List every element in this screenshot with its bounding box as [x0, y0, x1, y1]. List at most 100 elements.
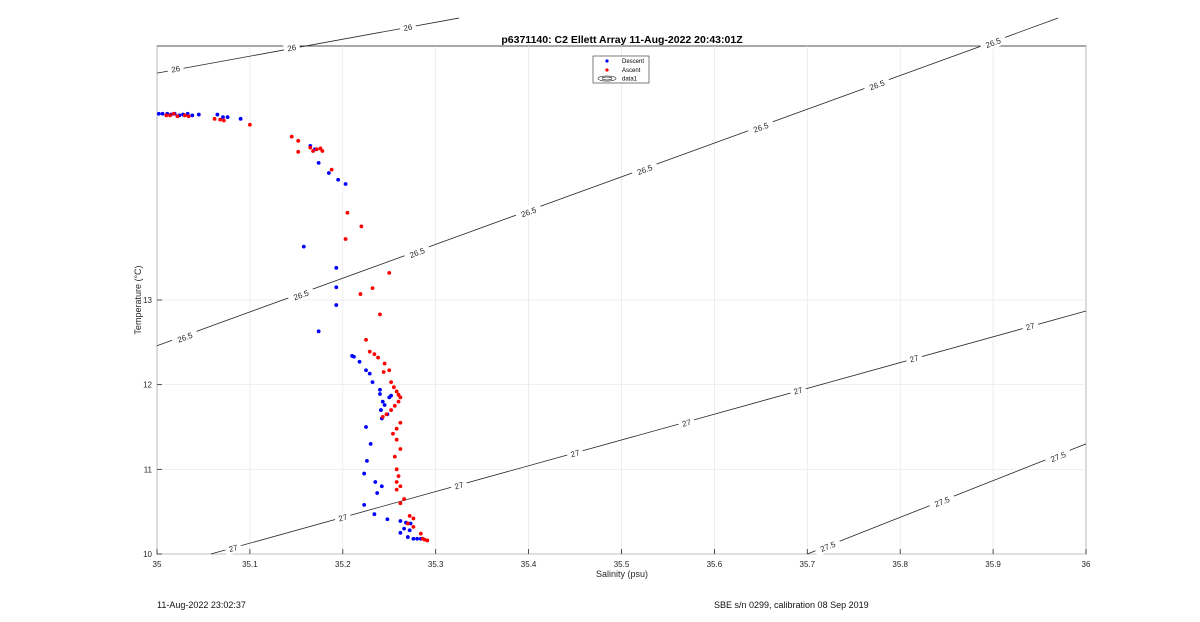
contour-label: 27 [681, 418, 693, 429]
footer-calibration: SBE s/n 0299, calibration 08 Sep 2019 [714, 600, 869, 610]
contour-label-bg [904, 350, 924, 366]
descent-point [301, 244, 306, 249]
contour-label-bg [223, 540, 243, 556]
descent-point [411, 536, 416, 541]
ascent-point [394, 389, 399, 394]
ascent-point [343, 237, 348, 241]
contour-label: 26 [287, 43, 298, 54]
descent-point [407, 528, 412, 533]
contour-label-bg [403, 242, 432, 263]
descent-point [357, 359, 362, 364]
descent-point [368, 442, 373, 446]
x-tick-label: 35.2 [335, 560, 351, 569]
descent-point [405, 535, 410, 539]
ascent-point [186, 114, 191, 119]
descent-point [215, 112, 220, 117]
descent-point [370, 380, 375, 385]
descent-point [378, 392, 382, 396]
ascent-point [168, 113, 172, 118]
descent-point [362, 471, 367, 476]
descent-point [398, 519, 403, 523]
ascent-point [407, 514, 412, 518]
contour-label: 27 [570, 448, 582, 459]
contour-label-bg [166, 62, 185, 76]
ascent-point [398, 484, 403, 489]
contour-label-bg [170, 327, 199, 347]
ascent-point [221, 118, 226, 123]
descent-point [379, 484, 384, 489]
ascent-point [380, 414, 385, 419]
contour-label: 27 [1025, 321, 1037, 332]
descent-point [382, 403, 387, 407]
ascent-point [378, 312, 382, 317]
descent-point [196, 112, 201, 117]
ascent-point [367, 349, 372, 354]
descent-point [221, 115, 225, 120]
contour-label-bg [746, 117, 775, 137]
x-axis-label: Salinity (psu) [596, 569, 648, 579]
legend-box [592, 55, 650, 84]
ascent-point [411, 516, 416, 521]
ascent-point [394, 437, 399, 442]
descent-point [334, 265, 339, 270]
ascent-point [296, 149, 301, 154]
contour-label-bg [788, 383, 808, 399]
y-tick-label: 10 [143, 550, 152, 559]
ascent-point [308, 145, 313, 150]
descent-point [402, 526, 407, 531]
ascent-point [381, 370, 386, 374]
descent-point [190, 113, 195, 118]
ascent-point [314, 147, 319, 152]
contour-label: 27 [454, 480, 466, 491]
ascent-point [394, 467, 399, 472]
x-tick-label: 35.3 [428, 560, 444, 569]
legend-data1-label: data1 [622, 77, 638, 83]
ascent-point [384, 412, 389, 417]
ascent-point [289, 134, 294, 139]
ascent-point [394, 487, 399, 492]
contour-label-bg [630, 160, 659, 180]
descent-point [364, 425, 368, 429]
ascent-point [425, 538, 430, 543]
contour-label-bg [514, 202, 543, 222]
descent-point [334, 285, 339, 290]
x-tick-label: 35.4 [521, 560, 537, 569]
contour-label-bg [1021, 318, 1040, 334]
descent-point [336, 177, 341, 182]
ascent-point [364, 337, 368, 342]
contour-label-bg [1044, 446, 1073, 467]
ascent-point [389, 408, 394, 412]
contour-label-bg [927, 491, 957, 512]
legend-ascent-marker [605, 68, 609, 72]
ascent-point [398, 501, 403, 506]
x-tick-label: 35.7 [800, 560, 816, 569]
descent-point [352, 354, 356, 359]
ascent-point [396, 474, 401, 479]
ascent-point [345, 210, 350, 215]
descent-point [326, 171, 331, 175]
descent-point [334, 303, 339, 307]
chart-title: p6371140: C2 Ellett Array 11-Aug-2022 20… [501, 34, 743, 46]
legend: Descent Ascent data1 [592, 55, 650, 84]
descent-point [398, 530, 403, 535]
descent-point [378, 387, 382, 392]
y-tick-label: 12 [143, 381, 152, 390]
ascent-point [248, 122, 252, 127]
ascent-point [372, 352, 377, 357]
ascent-point [358, 292, 363, 296]
contour-label-bg [813, 536, 842, 557]
descent-point [343, 182, 348, 186]
x-tick-label: 35 [153, 560, 162, 569]
contour-label-bg [333, 510, 352, 526]
x-tick-label: 35.6 [707, 560, 723, 569]
ascent-point [320, 149, 325, 153]
descent-point [378, 408, 383, 412]
legend-data1-icon [597, 75, 617, 82]
ascent-point [398, 447, 403, 451]
contour-label: 27 [793, 385, 805, 396]
isopycnal-line-27 [210, 310, 1087, 555]
ascent-point [402, 497, 407, 501]
ascent-point [392, 403, 397, 408]
descent-point [389, 393, 394, 398]
